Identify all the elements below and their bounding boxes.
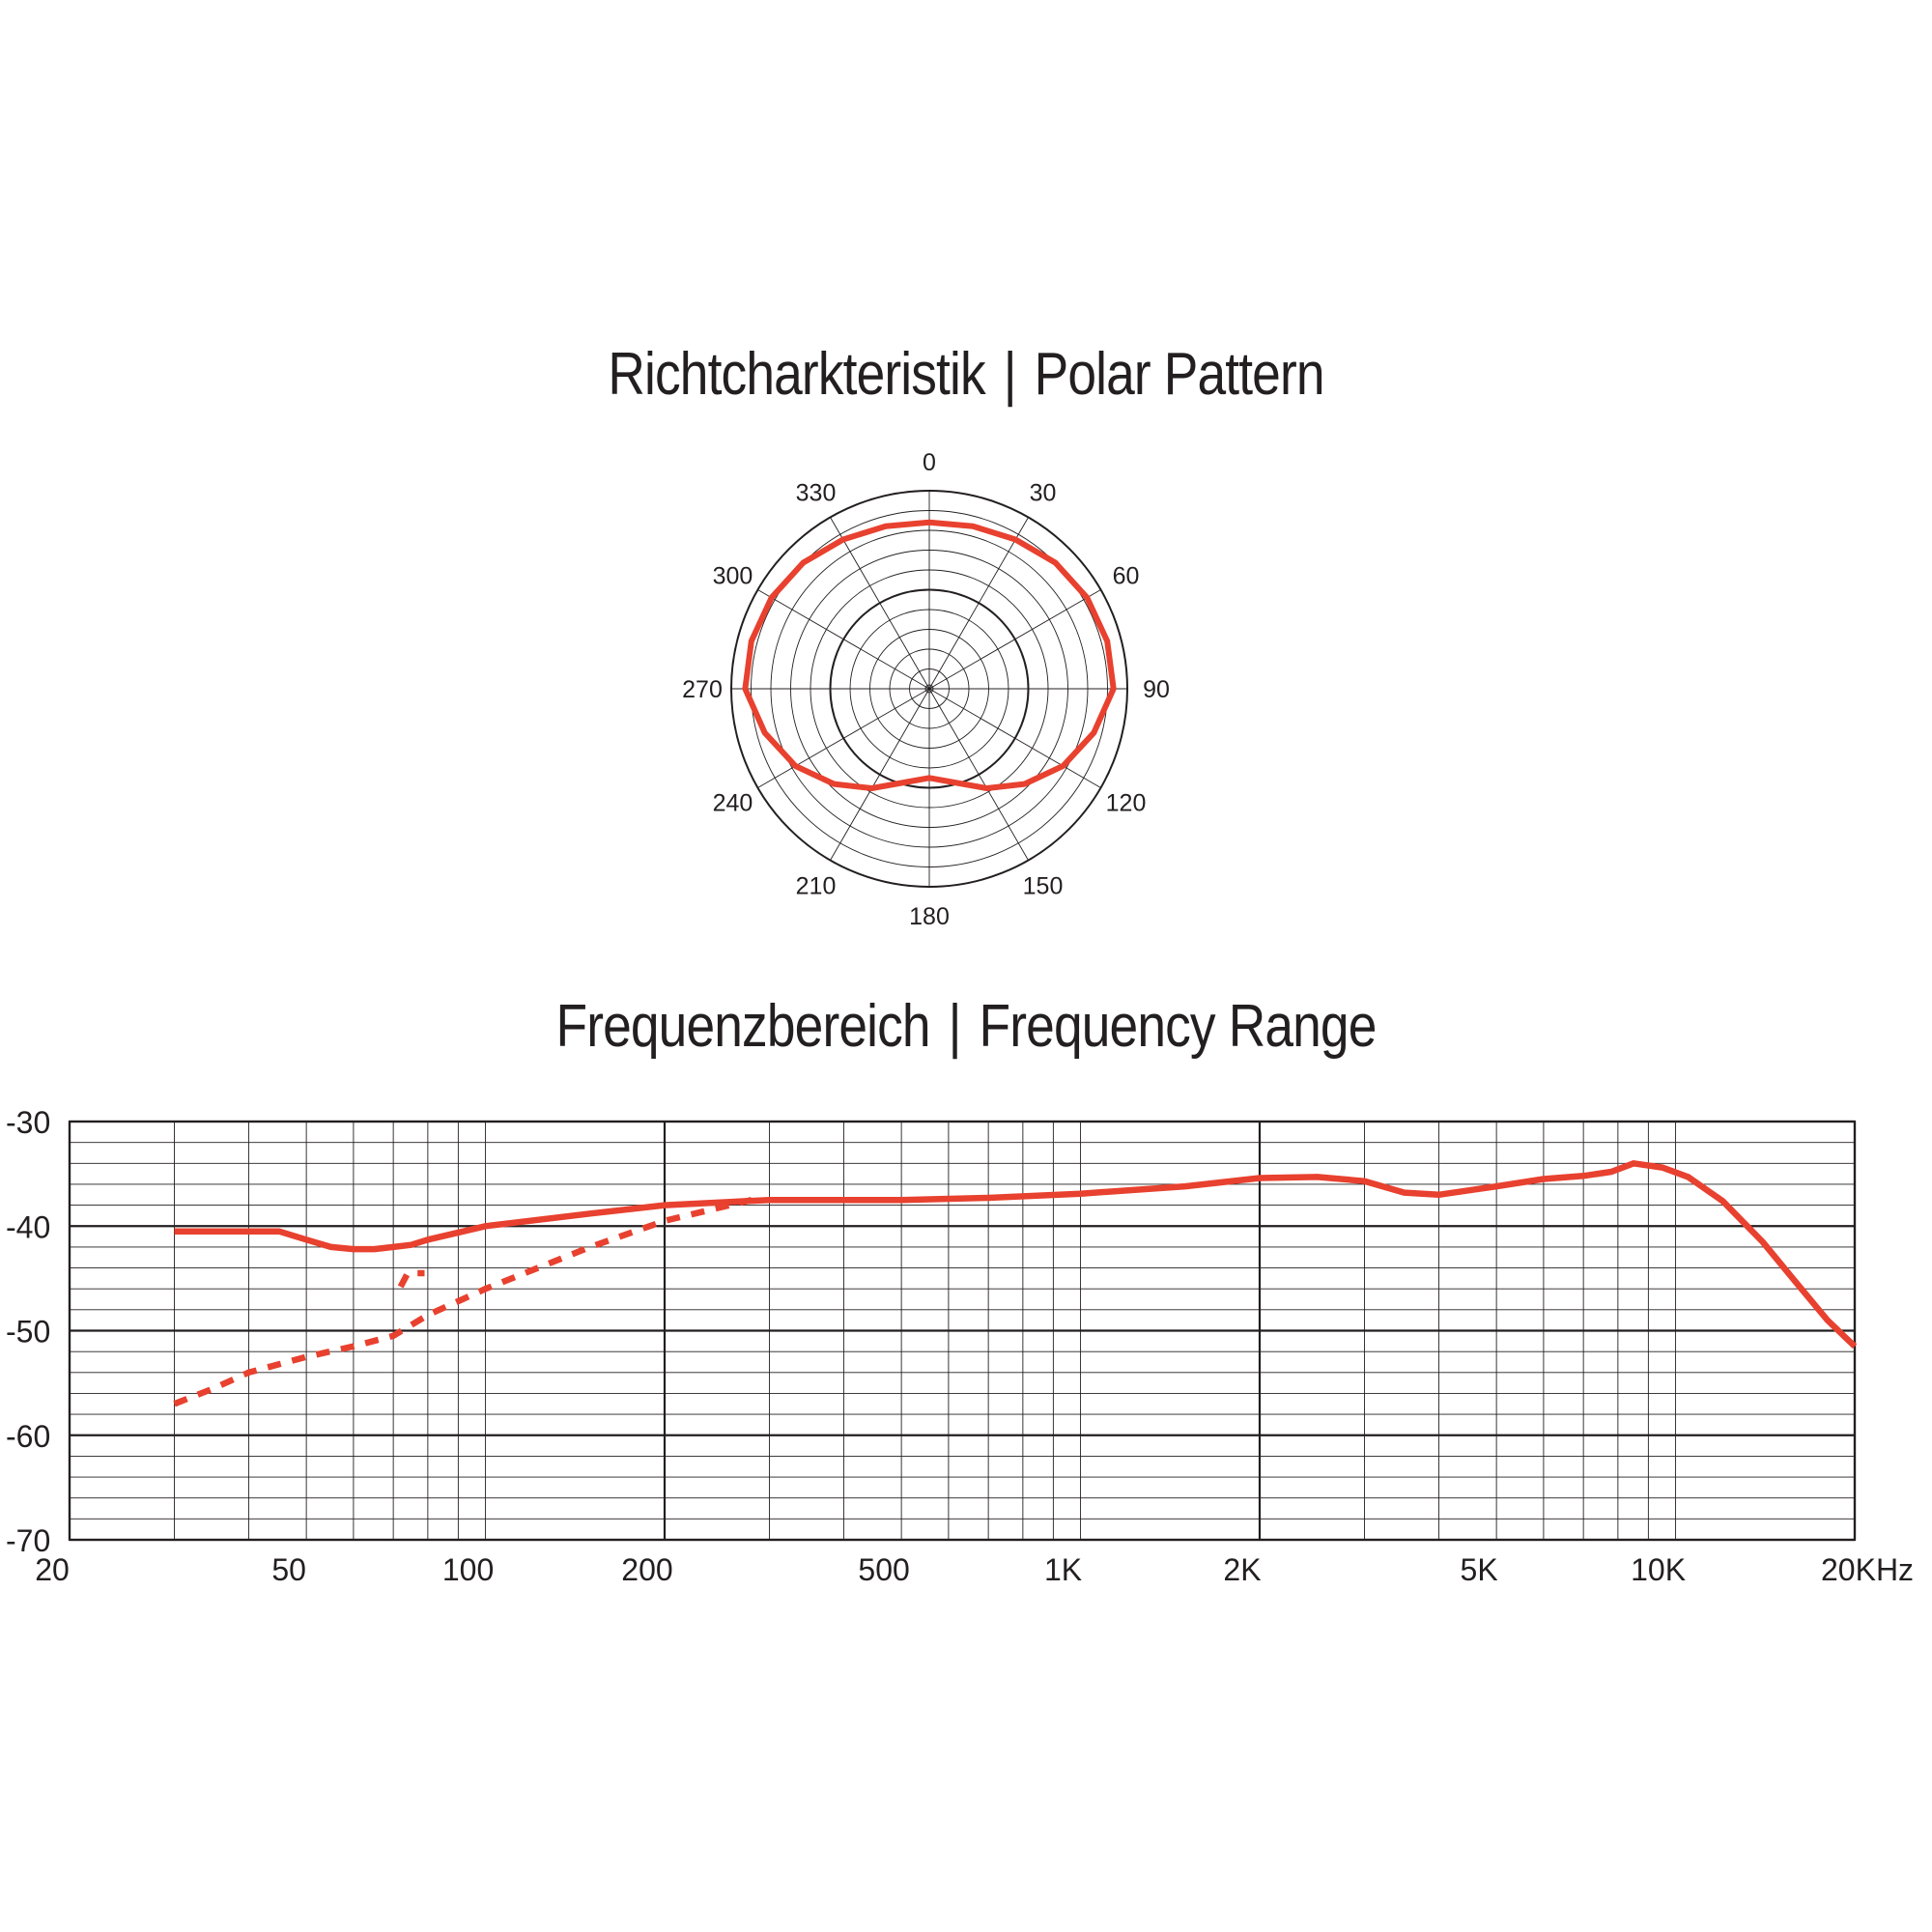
frequency-response-curve: [174, 1160, 1858, 1350]
polar-title-german: Richtcharkteristik: [608, 341, 985, 408]
y-tick-label: -60: [6, 1419, 50, 1454]
polar-angle-label: 240: [713, 790, 753, 817]
polar-angle-label: 120: [1106, 790, 1147, 817]
x-tick-label: 1K: [1044, 1552, 1082, 1587]
x-tick-label: 20: [35, 1552, 70, 1587]
polar-spoke: [757, 688, 930, 788]
polar-angle-label: 210: [796, 873, 837, 900]
polar-pattern-curve: [742, 519, 1117, 791]
polar-angle-label: 30: [1030, 479, 1057, 506]
freq-title-english: Frequency Range: [979, 993, 1378, 1060]
frequency-curve-lowcut: [173, 1197, 753, 1407]
polar-grid: [730, 490, 1128, 888]
polar-spoke: [928, 688, 1029, 861]
x-tick-label: 50: [271, 1552, 306, 1587]
freq-title-separator: |: [948, 993, 962, 1060]
x-tick-label: 20KHz: [1821, 1552, 1914, 1587]
polar-angle-label: 270: [682, 676, 723, 703]
x-tick-label: 100: [442, 1552, 494, 1587]
polar-spoke: [757, 589, 930, 690]
polar-pattern-title: Richtcharkteristik | Polar Pattern: [135, 340, 1797, 409]
y-tick-label: -70: [6, 1523, 50, 1558]
polar-angle-label: 90: [1143, 676, 1170, 703]
frequency-grid: [68, 1120, 1857, 1542]
freq-title-german: Frequenzbereich: [555, 993, 930, 1060]
polar-title-separator: |: [1003, 341, 1017, 408]
polar-angle-label: 60: [1113, 563, 1140, 590]
polar-spoke: [830, 688, 930, 861]
y-tick-label: -50: [6, 1315, 50, 1350]
polar-angle-label: 330: [796, 479, 837, 506]
x-tick-label: 10K: [1631, 1552, 1686, 1587]
x-tick-label: 5K: [1461, 1552, 1498, 1587]
x-tick-label: 500: [858, 1552, 909, 1587]
frequency-plot-frame: [68, 1120, 1857, 1542]
polar-title-english: Polar Pattern: [1034, 341, 1325, 408]
polar-spoke: [928, 589, 1101, 690]
x-tick-label: 2K: [1223, 1552, 1261, 1587]
polar-angle-label: 150: [1023, 873, 1064, 900]
polar-angle-label: 300: [713, 563, 753, 590]
polar-angle-label: 180: [909, 903, 950, 930]
polar-spoke: [830, 517, 930, 690]
y-tick-label: -30: [6, 1105, 50, 1140]
x-tick-label: 200: [621, 1552, 672, 1587]
polar-center: [924, 684, 934, 694]
frequency-curve-lowcut: [397, 1269, 425, 1289]
frequency-range-title: Frequenzbereich | Frequency Range: [135, 992, 1797, 1061]
polar-angle-label: 0: [923, 449, 936, 476]
polar-spoke: [928, 517, 1029, 690]
y-tick-label: -40: [6, 1209, 50, 1244]
polar-spoke: [928, 688, 1101, 788]
